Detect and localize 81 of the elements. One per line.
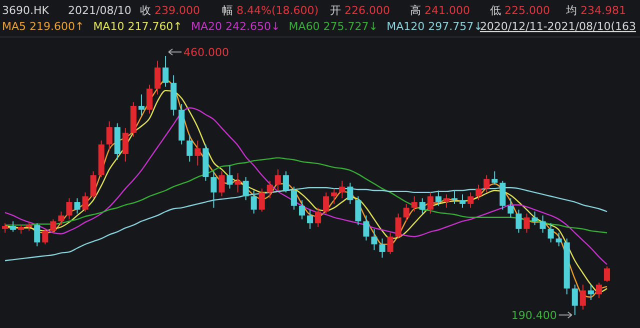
text: MA5 219.600↑ xyxy=(2,20,84,33)
text: 开 226.000 xyxy=(330,4,390,17)
candlestick xyxy=(596,282,602,299)
candlestick xyxy=(258,188,265,212)
candlestick xyxy=(138,94,144,116)
candlestick xyxy=(66,198,72,220)
candlestick xyxy=(58,211,64,226)
candlestick xyxy=(580,284,586,310)
candlestick xyxy=(468,192,474,208)
text: 收 239.000 xyxy=(140,4,200,17)
candlestick xyxy=(146,84,152,114)
text: 高 241.000 xyxy=(410,4,470,17)
candlestick xyxy=(508,198,514,218)
candlestick xyxy=(162,56,169,88)
annotation: 190.400 xyxy=(511,309,557,322)
candlestick xyxy=(532,211,538,226)
text: MA10 217.760↑ xyxy=(93,20,182,33)
candlestick xyxy=(492,170,498,186)
text: 幅 8.44%(18.600) xyxy=(222,4,319,17)
text: 3690.HK xyxy=(2,4,50,17)
candlestick xyxy=(315,207,322,228)
candlestick xyxy=(500,180,506,210)
candlestick xyxy=(106,120,112,151)
text: 2021/08/10 xyxy=(68,4,132,17)
candlestick xyxy=(210,170,217,208)
candlestick xyxy=(604,266,610,282)
candlestick xyxy=(403,203,410,222)
candlestick xyxy=(363,214,370,241)
candlestick xyxy=(50,218,56,234)
candlestick xyxy=(34,222,40,247)
candlestick xyxy=(234,172,241,193)
candlestick xyxy=(74,198,80,214)
candlestick xyxy=(242,176,249,201)
annotation: 460.000 xyxy=(184,46,230,59)
candlestick xyxy=(355,196,362,226)
candlestick xyxy=(339,180,346,199)
candlestick xyxy=(282,170,289,193)
candlestick xyxy=(476,184,482,201)
text: MA60 275.727↓ xyxy=(288,20,378,33)
candlestick xyxy=(419,198,426,214)
candlestick xyxy=(427,192,434,214)
candlestick xyxy=(524,213,530,234)
candlestick xyxy=(588,284,594,301)
candlestick xyxy=(484,174,490,193)
candlestick xyxy=(540,214,546,234)
candlestick xyxy=(274,168,281,191)
candlestick xyxy=(451,190,458,204)
candlestick xyxy=(226,165,233,190)
candlestick xyxy=(331,188,338,204)
candlestick xyxy=(516,209,522,234)
candlestick xyxy=(290,186,297,210)
candlestick xyxy=(194,140,201,166)
candlestick xyxy=(411,196,418,212)
candlestick xyxy=(460,194,466,208)
candlestick xyxy=(2,222,8,234)
candlestick xyxy=(347,182,354,204)
candlestick xyxy=(186,134,193,162)
candlestick xyxy=(266,180,273,199)
candlestick xyxy=(298,200,305,220)
candlestick xyxy=(154,60,161,95)
candlestick xyxy=(548,222,554,243)
candlestick xyxy=(387,232,394,254)
candlestick xyxy=(250,190,257,214)
candlestick xyxy=(42,228,48,245)
candlestick xyxy=(218,170,225,197)
candlestick xyxy=(371,228,378,251)
candlestick xyxy=(90,170,96,199)
candlestick xyxy=(82,192,88,212)
candlestick xyxy=(307,209,314,230)
candlestick xyxy=(379,238,386,258)
candlestick xyxy=(572,284,578,316)
candlestick xyxy=(443,194,450,208)
text: MA20 242.650↓ xyxy=(191,20,280,33)
candlestick xyxy=(10,220,16,232)
candlestick xyxy=(395,213,402,240)
candlestick xyxy=(122,128,128,162)
text: 均 234.981 xyxy=(565,4,626,17)
text: 低 225.000 xyxy=(490,4,550,17)
candlestick xyxy=(435,190,442,206)
candlestick xyxy=(323,192,330,214)
candlestick xyxy=(556,232,562,247)
